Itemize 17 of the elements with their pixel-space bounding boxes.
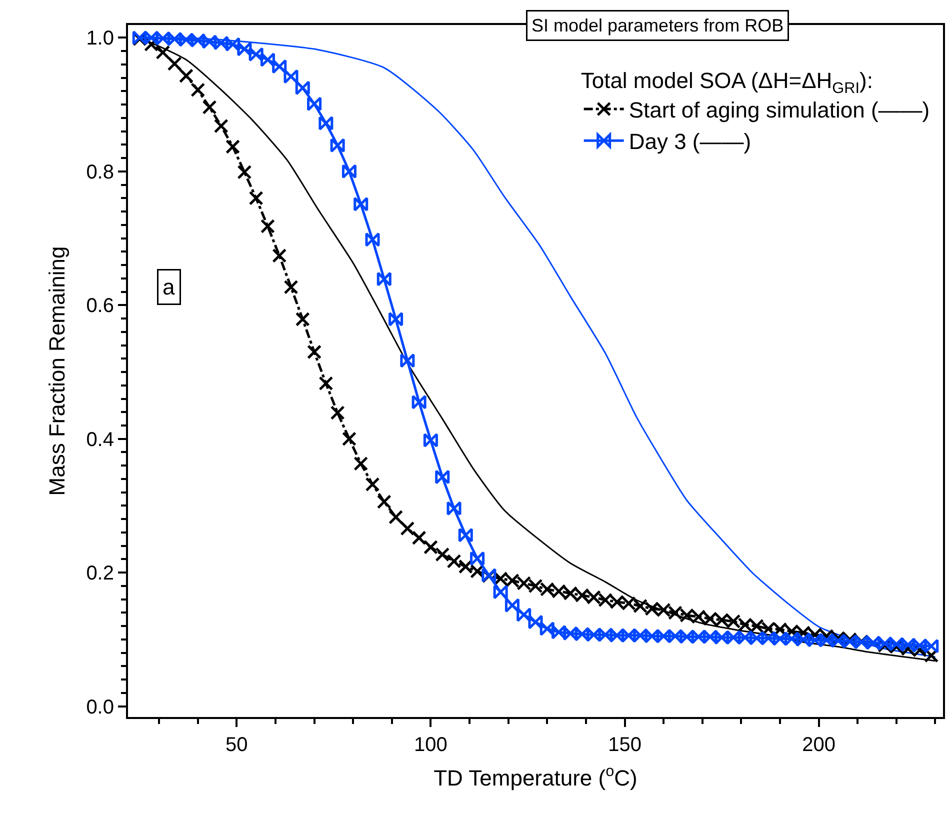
y-tick-label: 0.8	[86, 161, 114, 184]
y-tick-label: 0.6	[86, 295, 114, 318]
y-tick-label: 0.0	[86, 696, 114, 718]
y-tick-label: 0.4	[86, 428, 114, 451]
legend-label: Day 3 (——)	[628, 129, 752, 154]
x-tick-label: 50	[226, 734, 248, 756]
annotation: SI model parameters from ROB	[532, 16, 784, 36]
x-axis-title: TD Temperature ($^{o}$C)	[434, 763, 638, 790]
annotation: a	[162, 274, 176, 300]
legend-label: Start of aging simulation (——)	[628, 98, 930, 123]
y-axis-title: Mass Fraction Remaining	[44, 246, 70, 496]
x-tick-label: 200	[802, 734, 836, 756]
y-tick-label: 1.0	[86, 28, 114, 50]
x-tick-label: 100	[414, 734, 448, 756]
y-tick-label: 0.2	[86, 562, 114, 585]
x-tick-label: 150	[608, 734, 642, 756]
legend-title: Total model SOA (ΔH=ΔH$_{GRI}$):	[580, 68, 874, 97]
